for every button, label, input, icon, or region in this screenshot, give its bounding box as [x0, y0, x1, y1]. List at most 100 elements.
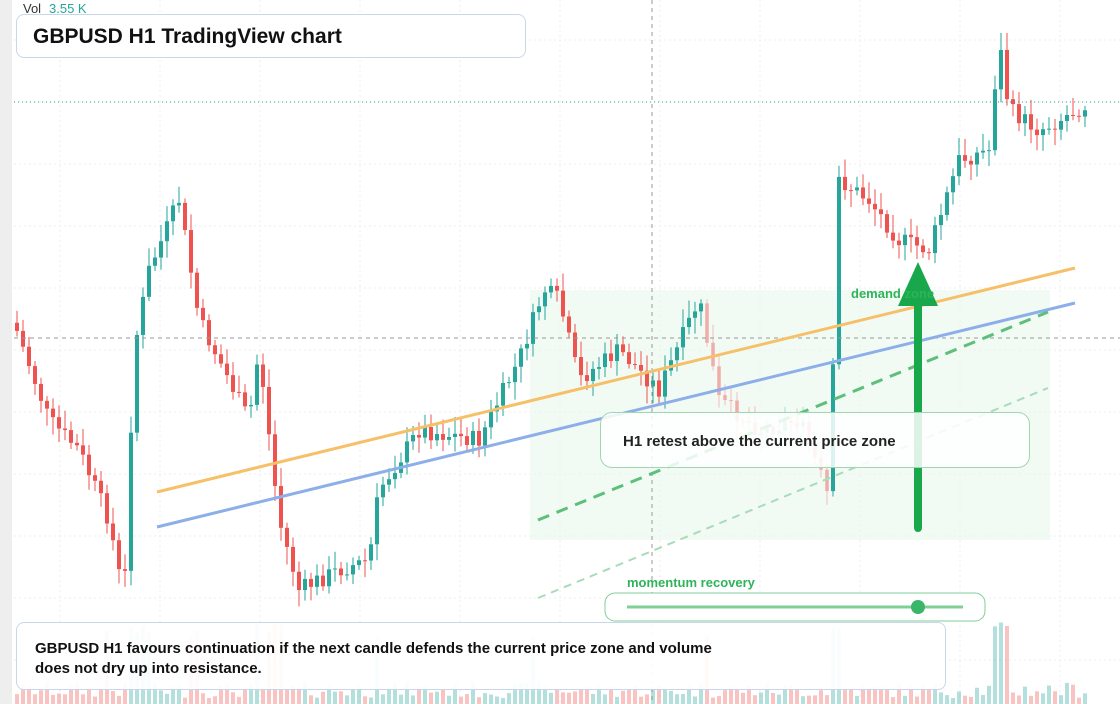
candle-body: [1023, 114, 1027, 124]
trendline-green: [537, 310, 1049, 522]
volume-bar: [687, 686, 691, 704]
candle-body: [633, 364, 637, 366]
candle-body: [195, 272, 199, 308]
volume-bar: [333, 691, 337, 704]
volume-bar: [1077, 697, 1081, 704]
volume-bar: [231, 692, 235, 704]
volume-bar: [759, 692, 763, 704]
volume-bar: [471, 682, 475, 704]
volume-bar: [945, 695, 949, 704]
volume-bar: [183, 697, 187, 704]
candle-body: [861, 187, 865, 199]
volume-bar: [477, 697, 481, 704]
candle-body: [33, 366, 37, 384]
candle-body: [609, 353, 613, 362]
candle-body: [849, 190, 853, 192]
volume-bar: [51, 694, 55, 704]
volume-bar: [1023, 686, 1027, 704]
candle-body: [153, 257, 157, 266]
volume-bar: [501, 697, 505, 704]
candle-body: [915, 237, 919, 246]
left-strip: [0, 0, 12, 704]
volume-bar: [711, 697, 715, 704]
candle-body: [531, 312, 535, 344]
volume-bar: [441, 689, 445, 704]
candle-body: [1011, 99, 1015, 105]
volume-bar: [45, 682, 49, 704]
candle-body: [405, 441, 409, 463]
volume-bar: [663, 688, 667, 704]
volume-bar: [1047, 685, 1051, 704]
volume-bar: [345, 695, 349, 704]
candle-body: [501, 383, 505, 406]
candle-body: [357, 560, 361, 566]
volume-bar: [621, 690, 625, 704]
volume-bar: [963, 695, 967, 704]
title: GBPUSD H1 TradingView chart: [16, 14, 526, 58]
candle-body: [651, 380, 655, 387]
candle-body: [189, 230, 193, 273]
candle-body: [69, 430, 73, 443]
volume-bar: [639, 696, 643, 704]
volume-bar: [723, 690, 727, 704]
candle-body: [513, 366, 517, 383]
volume-bar: [669, 690, 673, 704]
volume-bar: [93, 696, 97, 704]
volume-bar: [405, 682, 409, 704]
candle-body: [597, 367, 601, 369]
volume-bar: [513, 684, 517, 704]
volume-bar: [429, 692, 433, 704]
candle-body: [99, 480, 103, 494]
volume-bar: [933, 683, 937, 704]
candle-body: [39, 383, 43, 401]
candle-body: [561, 290, 565, 317]
candle-body: [717, 366, 721, 396]
candle-body: [969, 160, 973, 165]
volume-bar: [69, 685, 73, 704]
volume-bar: [219, 685, 223, 704]
volume-bar: [165, 693, 169, 704]
candle-body: [201, 307, 205, 321]
candle-body: [837, 176, 841, 365]
volume-bar: [291, 685, 295, 704]
volume-bar: [819, 690, 823, 704]
candle-body: [735, 400, 739, 422]
candle-body: [723, 395, 727, 401]
candle-body: [489, 411, 493, 428]
volume-bar: [867, 687, 871, 704]
candle-body: [291, 546, 295, 572]
volume-bar: [1041, 693, 1045, 704]
candle-body: [279, 485, 283, 528]
volume-bar: [453, 683, 457, 704]
volume-bar: [339, 691, 343, 704]
volume-bar: [993, 626, 997, 704]
slider-knob[interactable]: [911, 600, 925, 614]
volume-bar: [555, 689, 559, 704]
candle-body: [75, 442, 79, 446]
candle-body: [1065, 114, 1069, 122]
candle-body: [579, 357, 583, 376]
candle-body: [375, 497, 379, 545]
candle-body: [267, 386, 271, 435]
candle-body: [681, 327, 685, 348]
volume-bar: [633, 685, 637, 704]
candle-body: [15, 322, 19, 331]
candle-body: [447, 436, 451, 440]
volume-bar: [1035, 691, 1039, 704]
volume-bar: [225, 683, 229, 704]
candle-body: [1053, 128, 1057, 130]
volume-bar: [1005, 625, 1009, 704]
volume-bar: [1053, 691, 1057, 704]
candle-body: [117, 540, 121, 570]
volume-bar: [315, 697, 319, 704]
candle-body: [255, 364, 259, 405]
candle-body: [411, 434, 415, 442]
volume-bar: [807, 695, 811, 704]
trendline-light: [537, 387, 1049, 599]
candle-body: [63, 428, 67, 431]
candle-body: [549, 285, 553, 293]
volume-bar: [627, 690, 631, 704]
volume-bar: [57, 693, 61, 704]
volume-bar: [15, 694, 19, 704]
